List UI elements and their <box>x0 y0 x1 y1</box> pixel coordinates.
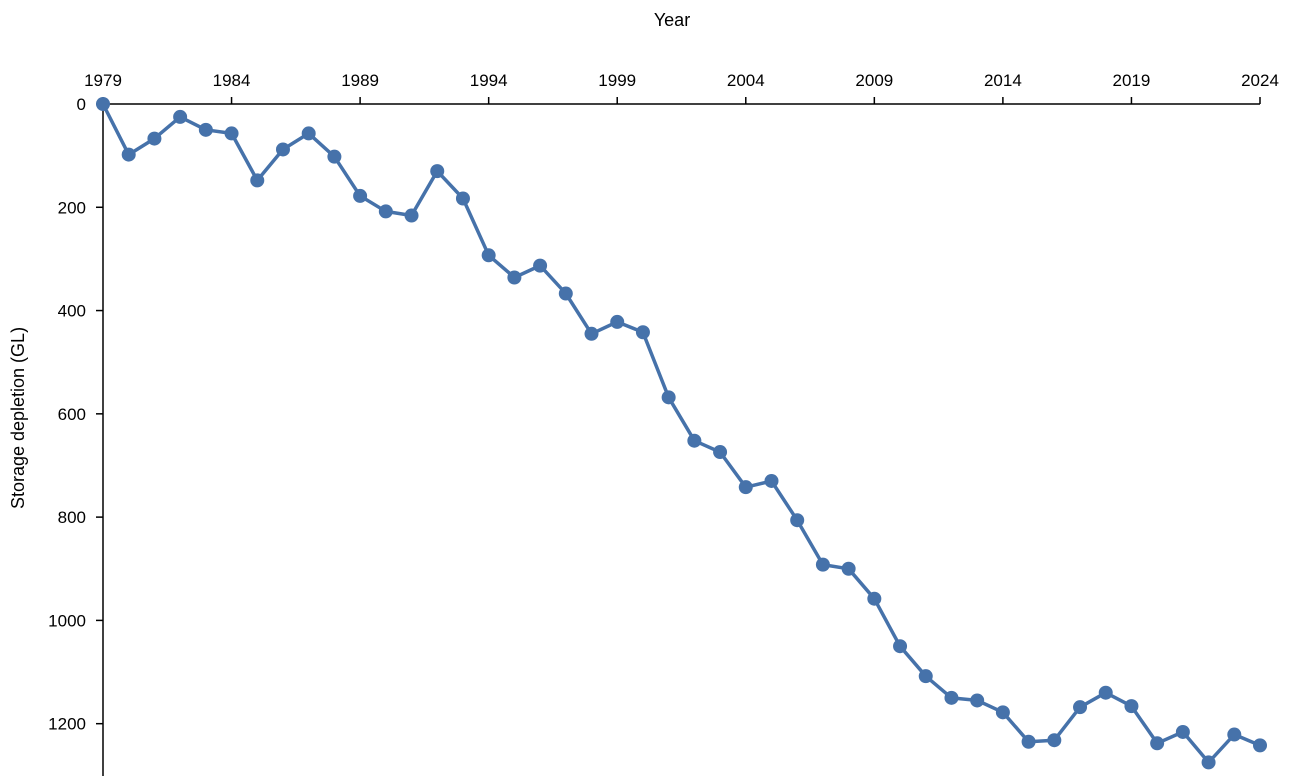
data-point <box>944 690 959 705</box>
x-tick-label: 2014 <box>984 71 1022 90</box>
y-tick-label: 600 <box>58 405 86 424</box>
y-tick-label: 1200 <box>48 715 86 734</box>
data-point <box>661 390 676 405</box>
data-point <box>147 131 162 146</box>
data-point <box>764 473 779 488</box>
data-point <box>584 326 599 341</box>
data-point <box>173 109 188 124</box>
data-point <box>995 705 1010 720</box>
y-tick-label: 800 <box>58 508 86 527</box>
y-tick-label: 0 <box>77 95 86 114</box>
y-axis-title: Storage depletion (GL) <box>8 327 28 509</box>
data-point <box>275 142 290 157</box>
y-tick-label: 1000 <box>48 611 86 630</box>
data-point <box>455 191 470 206</box>
data-point <box>301 126 316 141</box>
data-point <box>610 314 625 329</box>
data-point <box>533 258 548 273</box>
data-point <box>1227 727 1242 742</box>
x-axis-title: Year <box>654 10 690 30</box>
data-point <box>507 270 522 285</box>
data-point <box>841 561 856 576</box>
x-tick-label: 1989 <box>341 71 379 90</box>
data-point <box>815 557 830 572</box>
data-point <box>481 248 496 263</box>
x-tick-label: 1984 <box>213 71 251 90</box>
x-tick-label: 1979 <box>84 71 122 90</box>
data-point <box>635 325 650 340</box>
y-tick-label: 400 <box>58 302 86 321</box>
x-tick-label: 1994 <box>470 71 508 90</box>
x-tick-label: 2019 <box>1113 71 1151 90</box>
data-point <box>198 122 213 137</box>
data-point <box>1124 699 1139 714</box>
data-point <box>224 126 239 141</box>
data-point <box>1098 685 1113 700</box>
series-line <box>101 103 1261 765</box>
data-point <box>893 639 908 654</box>
data-point <box>1150 736 1165 751</box>
data-point <box>378 204 393 219</box>
data-point <box>1047 733 1062 748</box>
x-tick-label: 1999 <box>598 71 636 90</box>
data-point <box>867 591 882 606</box>
data-point <box>970 693 985 708</box>
x-tick-label: 2009 <box>855 71 893 90</box>
x-tick-label: 2004 <box>727 71 765 90</box>
data-point <box>96 97 110 111</box>
data-point <box>1175 724 1190 739</box>
series-group <box>96 97 1267 770</box>
x-ticks: 1979 1984 1989 1994 1999 2004 2009 2014 2019 2024 <box>84 71 1279 104</box>
y-tick-label: 200 <box>58 198 86 217</box>
data-point <box>327 149 342 164</box>
data-point <box>738 480 753 495</box>
data-point <box>1253 738 1267 753</box>
y-ticks: 0 200 400 600 800 1000 1200 <box>48 95 103 734</box>
data-point <box>430 164 445 179</box>
data-point <box>404 208 419 223</box>
data-point <box>790 513 805 528</box>
data-point <box>250 173 265 188</box>
data-point <box>713 445 728 460</box>
data-point <box>918 669 933 684</box>
data-point <box>121 147 136 162</box>
data-point <box>1201 755 1216 770</box>
data-point <box>353 188 368 203</box>
data-point <box>1021 734 1036 749</box>
x-tick-label: 2024 <box>1241 71 1279 90</box>
data-point <box>1073 700 1088 715</box>
data-point <box>687 433 702 448</box>
data-point <box>558 286 573 301</box>
